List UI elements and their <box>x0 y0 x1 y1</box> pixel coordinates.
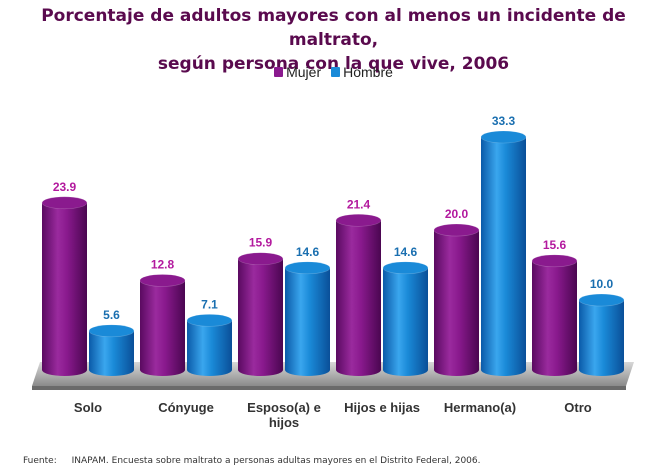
bar-top-hombre-3 <box>284 261 331 275</box>
bar-top-hombre-6 <box>578 293 625 307</box>
bar-hombre-2 <box>186 314 233 376</box>
bar-top-hombre-4 <box>382 261 429 275</box>
bar-hombre-6 <box>578 293 625 376</box>
chart-title: Porcentaje de adultos mayores con al men… <box>0 4 667 76</box>
bar-top-mujer-1 <box>41 196 88 210</box>
bar-body-mujer-2 <box>140 280 185 376</box>
bar-top-hombre-2 <box>186 314 233 327</box>
category-label-6: Otro <box>564 400 592 415</box>
bar-top-mujer-5 <box>433 223 480 237</box>
legend-label-mujer: Mujer <box>286 64 322 80</box>
chart-legend: Mujer Hombre <box>0 64 667 80</box>
bar-body-mujer-3 <box>238 258 283 376</box>
bar-top-hombre-1 <box>88 324 135 338</box>
bar-top-mujer-2 <box>139 274 186 287</box>
bar-mujer-3 <box>237 252 284 376</box>
bar-body-hombre-5 <box>481 137 526 376</box>
category-label-1: Solo <box>74 400 102 415</box>
category-label-5: Hermano(a) <box>444 400 516 415</box>
bar-top-mujer-4 <box>335 213 382 227</box>
category-label-2: Cónyuge <box>158 400 214 415</box>
bar-body-mujer-5 <box>434 230 479 376</box>
bar-hombre-4 <box>382 261 429 376</box>
bar-mujer-6 <box>531 254 578 376</box>
chart-title-line-2: según persona con la que vive, 2006 <box>157 54 510 74</box>
bar-body-hombre-6 <box>579 300 624 376</box>
category-label-4: Hijos e hijas <box>344 400 420 415</box>
value-label-hombre-5: 33.3 <box>492 114 516 128</box>
value-label-hombre-6: 10.0 <box>590 277 614 291</box>
bar-mujer-1 <box>41 196 88 376</box>
bar-body-hombre-1 <box>89 330 135 376</box>
bar-hombre-1 <box>88 324 135 376</box>
value-label-hombre-2: 7.1 <box>201 297 218 311</box>
value-label-hombre-4: 14.6 <box>394 245 418 259</box>
value-label-mujer-2: 12.8 <box>151 257 175 271</box>
category-label-3: Esposo(a) e hijos <box>247 400 321 430</box>
source-note: Fuente: INAPAM. Encuesta sobre maltrato … <box>23 456 481 466</box>
value-label-mujer-3: 15.9 <box>249 236 273 250</box>
legend-item-hombre: Hombre <box>331 64 393 80</box>
bar-mujer-4 <box>335 213 382 376</box>
value-label-hombre-1: 5.6 <box>103 308 120 322</box>
bar-top-mujer-3 <box>237 252 284 266</box>
bar-hombre-5 <box>480 130 527 376</box>
legend-item-mujer: Mujer <box>274 64 321 80</box>
bar-top-hombre-5 <box>480 130 527 144</box>
bar-hombre-3 <box>284 261 331 376</box>
chart-title-line-1: Porcentaje de adultos mayores con al men… <box>41 6 626 50</box>
bar-body-mujer-6 <box>532 260 577 376</box>
legend-swatch-hombre <box>331 67 341 77</box>
value-label-mujer-5: 20.0 <box>445 207 469 221</box>
bar-body-hombre-3 <box>285 267 330 376</box>
bar-body-hombre-4 <box>383 267 428 376</box>
value-label-hombre-3: 14.6 <box>296 245 320 259</box>
value-label-mujer-4: 21.4 <box>347 197 371 211</box>
legend-label-hombre: Hombre <box>343 64 393 80</box>
bar-body-mujer-4 <box>336 220 381 376</box>
bar-mujer-5 <box>433 223 480 376</box>
chart-floor-edge <box>32 386 626 390</box>
source-label: Fuente: <box>23 456 57 466</box>
value-label-mujer-6: 15.6 <box>543 238 567 252</box>
bar-mujer-2 <box>139 274 186 376</box>
bar-body-hombre-2 <box>187 320 232 376</box>
source-text: INAPAM. Encuesta sobre maltrato a person… <box>71 456 481 466</box>
bar-body-mujer-1 <box>42 202 87 376</box>
value-label-mujer-1: 23.9 <box>53 180 77 194</box>
legend-swatch-mujer <box>274 67 284 77</box>
bar-top-mujer-6 <box>531 254 578 268</box>
